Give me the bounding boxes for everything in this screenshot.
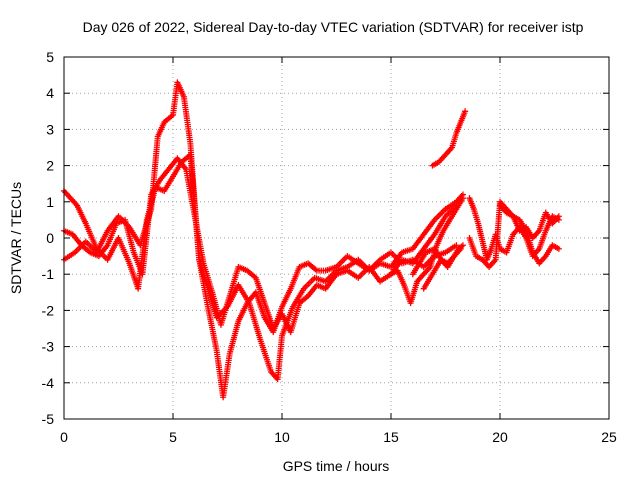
series-track-j <box>497 202 562 241</box>
y-tick-label: 2 <box>46 158 54 174</box>
data-point <box>462 108 469 115</box>
y-tick-label: 1 <box>46 194 54 210</box>
data-points <box>61 79 562 401</box>
y-tick-label: 4 <box>46 85 54 101</box>
series-track-a <box>61 79 466 383</box>
y-tick-label: 3 <box>46 121 54 137</box>
y-tick-label: -1 <box>42 266 55 282</box>
data-point <box>453 242 460 249</box>
data-point <box>555 213 562 220</box>
x-tick-label: 25 <box>601 429 617 445</box>
y-tick-label: -3 <box>42 339 55 355</box>
x-tick-label: 20 <box>492 429 508 445</box>
data-point <box>459 242 466 249</box>
y-tick-label: 5 <box>46 49 54 65</box>
axis-ticks: 0 5 10 15 20 25 -5 -4 -3 -2 -1 0 1 2 3 4 5 <box>42 49 617 445</box>
x-tick-label: 5 <box>169 429 177 445</box>
series-track-c <box>61 151 460 401</box>
x-axis-label: GPS time / hours <box>283 458 390 474</box>
series-track-g <box>429 108 469 169</box>
data-point <box>555 245 562 252</box>
series-track-f <box>420 242 466 292</box>
chart-title: Day 026 of 2022, Sidereal Day-to-day VTE… <box>83 19 584 35</box>
y-axis-label: SDTVAR / TECUs <box>8 182 24 294</box>
data-point <box>459 195 466 202</box>
y-tick-label: -2 <box>42 302 55 318</box>
y-tick-label: 0 <box>46 230 54 246</box>
x-tick-label: 10 <box>274 429 290 445</box>
series-track-d <box>388 195 466 307</box>
y-tick-label: -5 <box>42 411 55 427</box>
x-tick-label: 0 <box>60 429 68 445</box>
x-tick-label: 15 <box>383 429 399 445</box>
y-tick-label: -4 <box>42 375 55 391</box>
